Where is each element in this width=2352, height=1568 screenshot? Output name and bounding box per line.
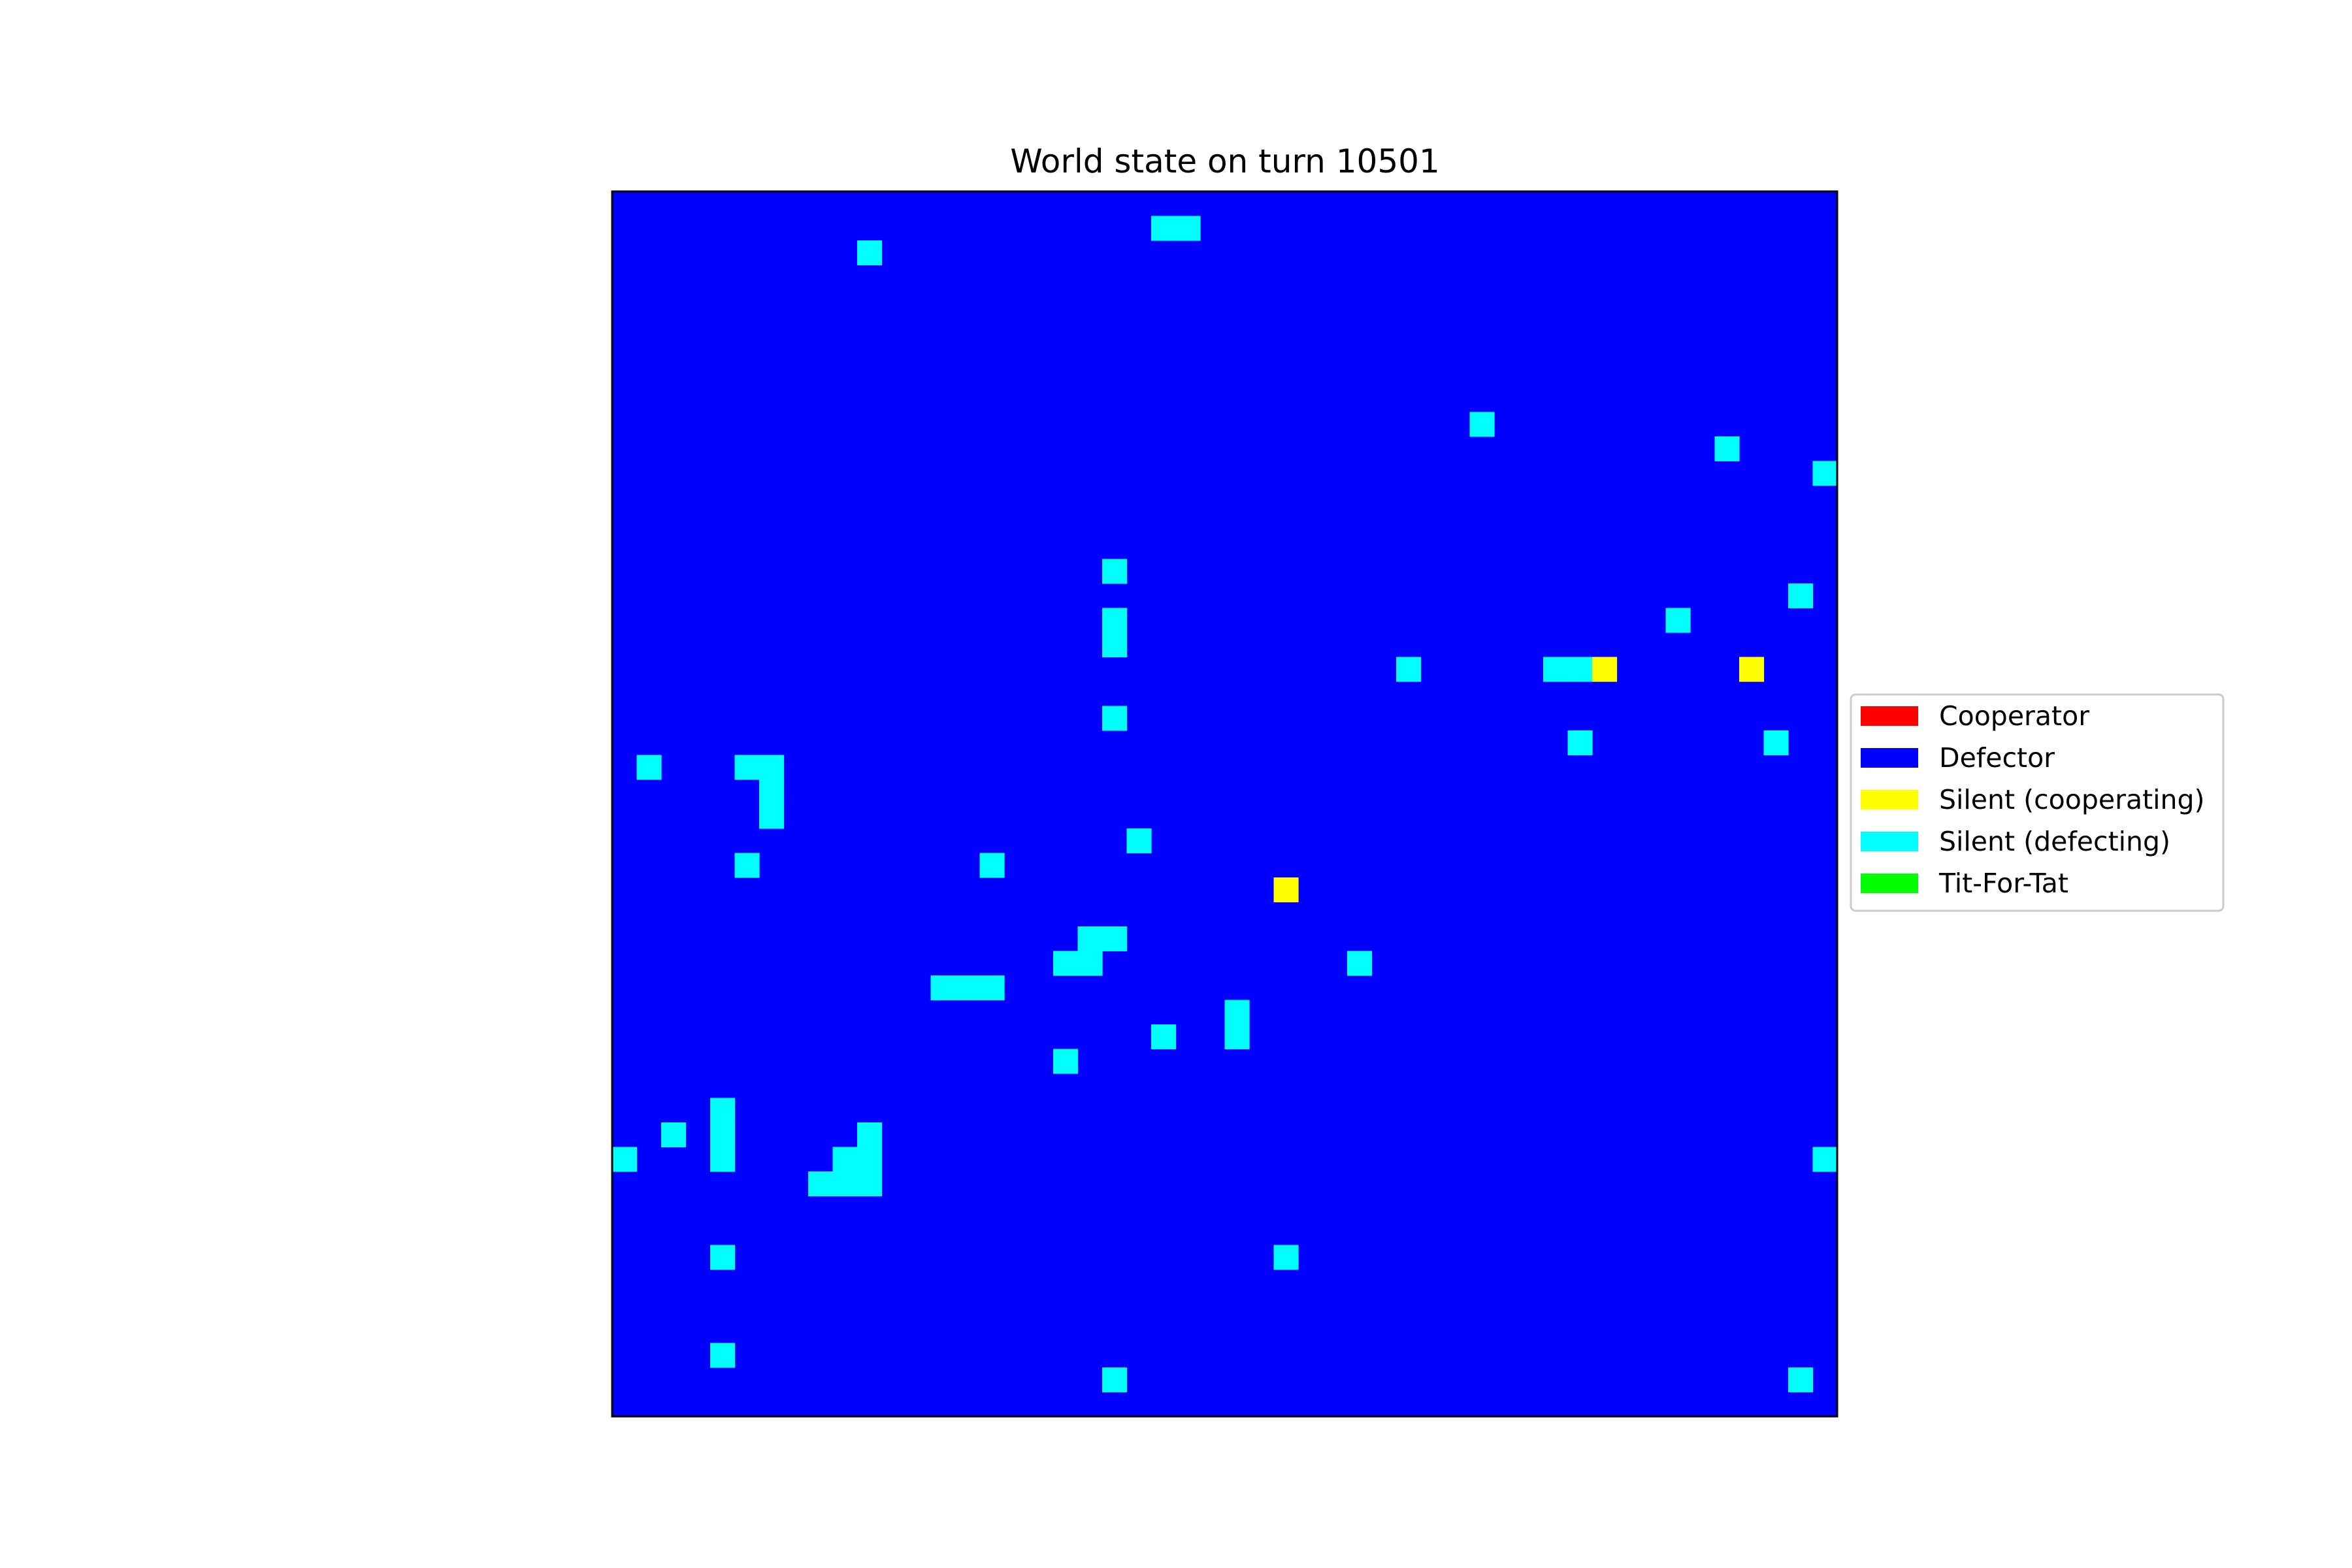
- plot-area: [611, 190, 1838, 1418]
- grid-cell: [1102, 559, 1128, 584]
- grid-cell: [1788, 1367, 1814, 1393]
- legend-label: Cooperator: [1939, 700, 2089, 732]
- grid-cell: [636, 755, 662, 780]
- legend-label: Tit-For-Tat: [1938, 868, 2068, 899]
- grid-cell: [930, 975, 956, 1001]
- legend-swatch: [1861, 706, 1918, 726]
- grid-cell: [1739, 657, 1765, 682]
- grid-cell: [1077, 951, 1103, 976]
- legend-swatch: [1861, 790, 1918, 809]
- grid-cell: [1273, 877, 1299, 903]
- legend-entry: Silent (defecting): [1861, 826, 2170, 857]
- grid-cell: [1102, 608, 1128, 633]
- grid-cell: [759, 755, 785, 780]
- grid-cell: [832, 1171, 858, 1197]
- chart-title: World state on turn 10501: [1010, 142, 1440, 180]
- grid-cell: [1763, 730, 1789, 756]
- grid-cell: [710, 1098, 736, 1123]
- legend-entry: Tit-For-Tat: [1861, 868, 2068, 899]
- grid-cell: [1567, 657, 1593, 682]
- grid-cell: [1812, 461, 1838, 486]
- grid-cell: [955, 975, 981, 1001]
- grid-cell: [832, 1147, 858, 1172]
- grid-cell: [1592, 657, 1618, 682]
- grid-cell: [1396, 657, 1422, 682]
- grid-cell: [1102, 632, 1128, 658]
- grid-cell: [661, 1122, 687, 1148]
- grid-cell: [1175, 216, 1201, 241]
- grid-cell: [710, 1245, 736, 1270]
- grid-cell: [1102, 706, 1128, 731]
- grid-cell: [1077, 926, 1103, 952]
- legend-swatch: [1861, 832, 1918, 851]
- grid-cell: [1812, 1147, 1838, 1172]
- grid-cell: [734, 853, 760, 878]
- grid-cell: [857, 1171, 883, 1197]
- grid-cell: [710, 1122, 736, 1148]
- legend: Cooperator Defector Silent (cooperating) Si…: [1850, 693, 2225, 912]
- legend-label: Silent (defecting): [1939, 826, 2170, 857]
- grid-cell: [808, 1171, 834, 1197]
- grid-cell: [1665, 608, 1691, 633]
- grid-cell: [1543, 657, 1569, 682]
- grid-cell: [710, 1147, 736, 1172]
- legend-label: Defector: [1939, 742, 2055, 774]
- grid-cell: [710, 1343, 736, 1368]
- grid-cell: [734, 755, 760, 780]
- cells-layer: [612, 216, 1838, 1393]
- grid-cell: [1102, 1367, 1128, 1393]
- grid-cell: [857, 1122, 883, 1148]
- grid-cell: [1151, 1024, 1177, 1050]
- plot-frame: [611, 190, 1838, 1418]
- grid-cell: [1224, 1024, 1250, 1050]
- grid-cell: [979, 853, 1005, 878]
- grid-cell: [759, 779, 785, 805]
- grid-cell: [1151, 216, 1177, 241]
- grid-cell: [1469, 412, 1495, 437]
- grid-cell: [1053, 951, 1079, 976]
- legend-entry: Silent (cooperating): [1861, 784, 2205, 815]
- grid-cell: [1224, 1000, 1250, 1025]
- grid-cell: [1102, 926, 1128, 952]
- grid-cell: [1567, 730, 1593, 756]
- grid-cell: [612, 1147, 638, 1172]
- grid-cell: [759, 804, 785, 829]
- legend-label: Silent (cooperating): [1939, 784, 2205, 815]
- grid-cell: [1347, 951, 1373, 976]
- grid-background: [612, 191, 1837, 1416]
- legend-swatch: [1861, 874, 1918, 893]
- grid-cell: [979, 975, 1005, 1001]
- grid-cell: [1053, 1049, 1079, 1074]
- grid-cell: [857, 240, 883, 266]
- grid-cell: [1788, 583, 1814, 609]
- grid-cell: [857, 1147, 883, 1172]
- legend-entry: Defector: [1861, 742, 2055, 774]
- grid-cell: [1273, 1245, 1299, 1270]
- legend-entry: Cooperator: [1861, 700, 2089, 732]
- legend-items: Cooperator Defector Silent (cooperating) Si…: [1861, 700, 2205, 899]
- grid-cell: [1714, 436, 1740, 462]
- grid-cell: [1126, 828, 1152, 854]
- legend-box: [1850, 693, 2225, 912]
- legend-swatch: [1861, 748, 1918, 768]
